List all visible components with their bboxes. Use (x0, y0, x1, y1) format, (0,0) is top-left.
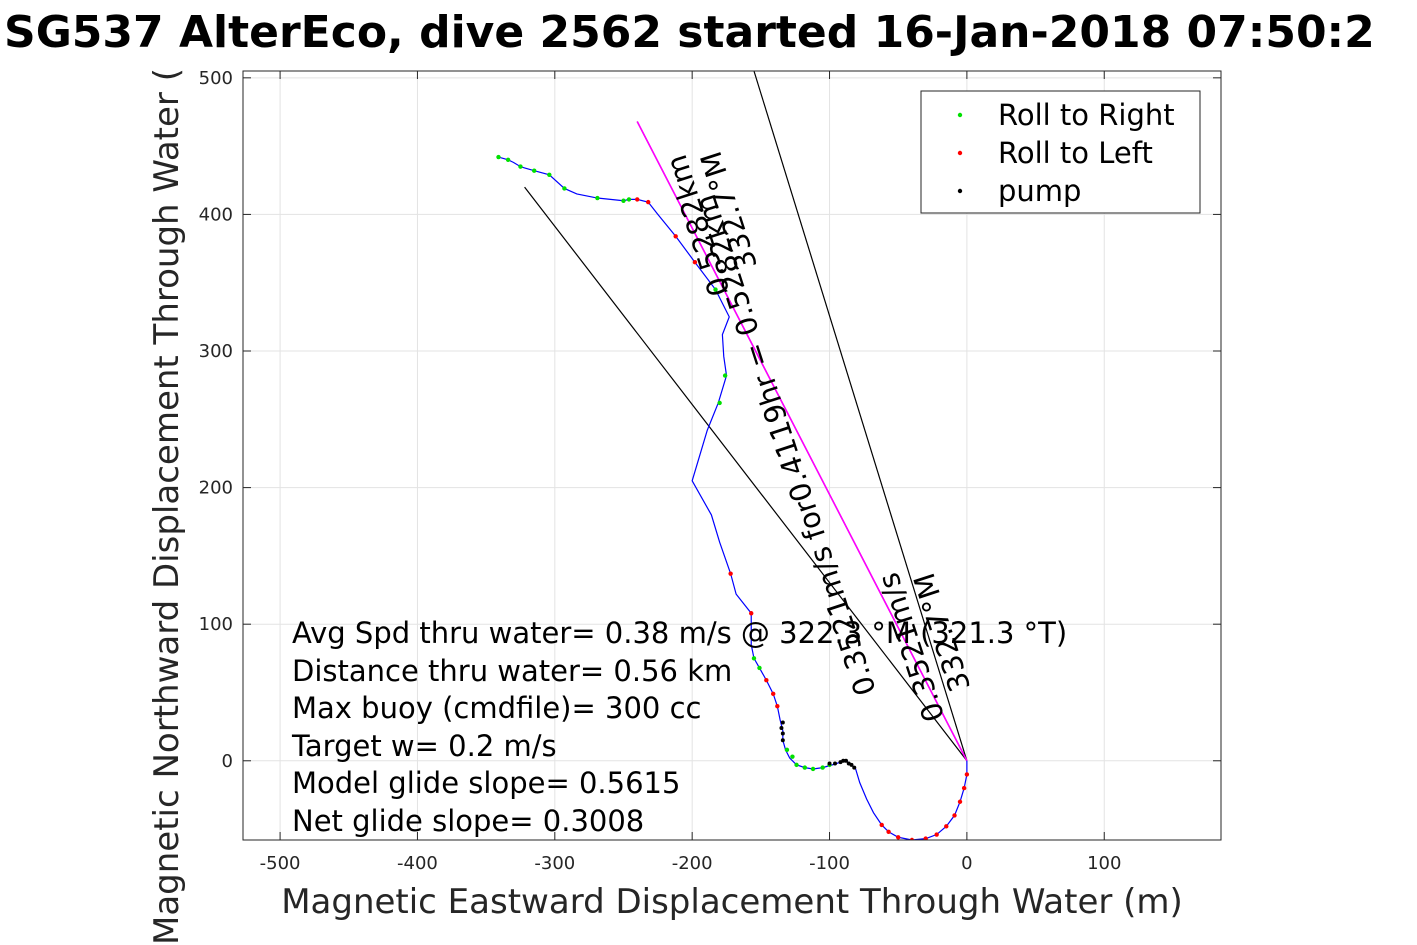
y-tick-label: 500 (199, 68, 233, 89)
roll-left-point (775, 703, 780, 709)
roll-right-point (784, 747, 790, 753)
x-tick-label: -300 (534, 853, 575, 874)
pump-point (779, 725, 784, 730)
roll-right-point (757, 665, 762, 671)
annotation-net-glide: Net glide slope= 0.3008 (292, 804, 644, 838)
roll-left-point (728, 571, 733, 576)
roll-left-point (692, 260, 698, 265)
legend-label-roll-right: Roll to Right (998, 98, 1175, 132)
x-tick-label: 100 (1087, 853, 1121, 874)
roll-left-point (923, 836, 928, 840)
roll-left-point (886, 829, 891, 835)
roll-right-point (626, 197, 632, 202)
reference-line-4 (636, 121, 968, 762)
roll-left-point (964, 772, 970, 777)
y-tick-label: 0 (222, 751, 233, 772)
roll-left-point (673, 234, 678, 239)
roll-right-point (621, 198, 626, 203)
roll-left-point (952, 813, 957, 818)
annotation-target-w: Target w= 0.2 m/s (291, 729, 557, 763)
chart-title: SG537 AlterEco, dive 2562 started 16-Jan… (4, 7, 1375, 58)
roll-left-point (934, 832, 939, 837)
annotation-avg-speed: Avg Spd thru water= 0.38 m/s @ 322.3 °M … (292, 616, 1067, 650)
roll-left-point (879, 822, 884, 828)
annotation-max-buoy: Max buoy (cmdfile)= 300 cc (292, 691, 701, 725)
roll-right-point (562, 186, 567, 191)
legend-marker-roll-left (957, 150, 963, 156)
roll-right-point (751, 656, 757, 661)
roll-right-point (547, 172, 552, 178)
roll-left-point (635, 197, 640, 202)
pump-point (780, 738, 785, 743)
roll-right-point (717, 400, 722, 406)
roll-right-point (794, 762, 799, 768)
x-axis-label: Magnetic Eastward Displacement Through W… (281, 882, 1183, 922)
roll-left-point (961, 785, 967, 791)
pump-point (849, 762, 854, 767)
y-tick-label: 200 (199, 478, 233, 499)
pump-point (780, 720, 785, 725)
roll-right-point (532, 168, 537, 173)
pump-point (833, 761, 838, 766)
x-tick-label: -500 (260, 853, 301, 874)
roll-right-point (810, 766, 816, 772)
roll-right-point (790, 754, 795, 759)
pump-point (844, 758, 849, 763)
roll-right-point (820, 765, 825, 770)
pump-point (827, 761, 832, 766)
reference-line-2 (524, 186, 968, 762)
data-layer (496, 71, 970, 840)
roll-left-point (749, 611, 754, 616)
roll-right-point (496, 154, 501, 160)
x-tick-label: -200 (672, 853, 713, 874)
legend: Roll to Right Roll to Left pump (920, 90, 1201, 214)
roll-right-point (722, 373, 728, 378)
annotation-distance: Distance thru water= 0.56 km (292, 654, 732, 688)
legend-label-roll-left: Roll to Left (998, 136, 1153, 170)
pump-point (780, 731, 785, 736)
y-axis-label: Magnetic Northward Displacement Through … (147, 68, 187, 945)
pump-point (852, 765, 857, 770)
roll-left-point (646, 199, 651, 205)
pump-point (841, 758, 846, 763)
x-tick-label: -400 (397, 853, 438, 874)
roll-left-point (896, 835, 901, 840)
x-tick-label: -100 (809, 853, 850, 874)
y-tick-label: 400 (199, 204, 233, 225)
roll-left-point (944, 824, 949, 829)
roll-left-point (909, 837, 915, 840)
roll-right-point (595, 195, 600, 201)
reference-line-1 (753, 71, 968, 761)
axes-frame (242, 70, 1222, 841)
y-tick-label: 300 (199, 341, 233, 362)
legend-label-pump: pump (998, 174, 1081, 208)
roll-right-point (802, 765, 808, 770)
roll-right-point (505, 157, 511, 162)
grid (243, 71, 1221, 840)
roll-left-point (764, 677, 769, 683)
x-tick-label: 0 (961, 853, 972, 874)
legend-marker-pump (957, 188, 963, 194)
roll-right-point (713, 287, 718, 292)
roll-left-point (957, 799, 963, 804)
ticks: -500 -400 -300 -200 -100 0 100 0 100 200 300 400 500 (199, 68, 1221, 874)
annotation-model-glide: Model glide slope= 0.5615 (292, 766, 680, 800)
legend-box (920, 90, 1201, 214)
roll-left-point (771, 691, 776, 697)
stats-annotations: Avg Spd thru water= 0.38 m/s @ 322.3 °M … (291, 616, 1067, 838)
y-tick-label: 100 (199, 614, 233, 635)
legend-marker-roll-right (957, 112, 963, 118)
roll-right-point (518, 164, 523, 169)
